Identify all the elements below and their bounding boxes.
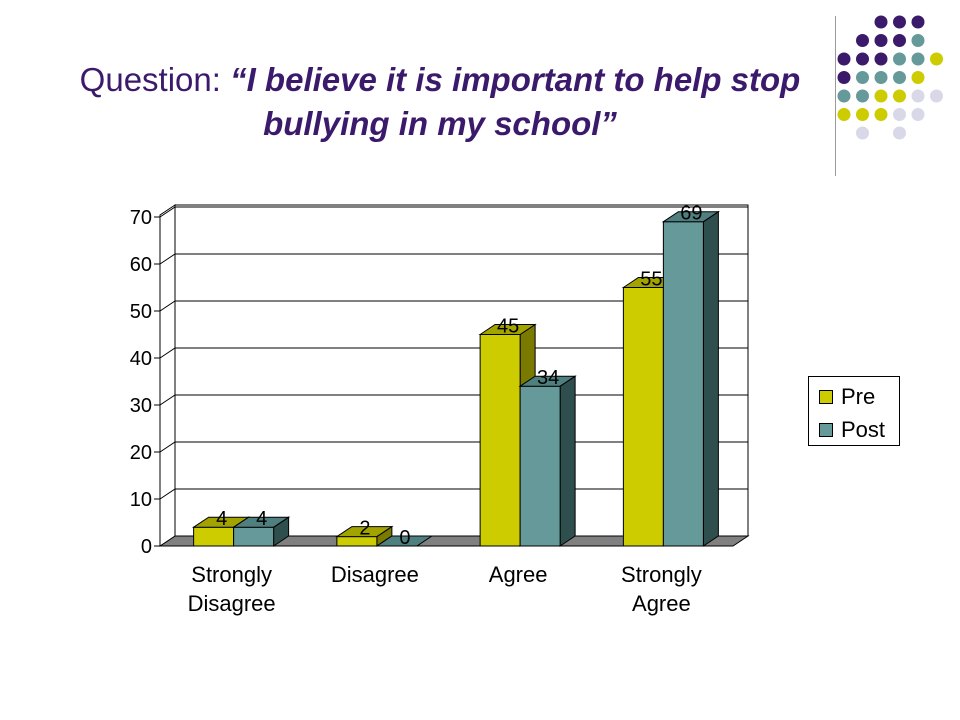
decor-dot [837,52,851,66]
decor-dot [874,89,888,103]
decor-dot [893,15,906,29]
x-tick-label: Agree [489,562,548,587]
bar-pre [336,536,378,547]
gridline [159,206,748,218]
y-tick-label: 10 [130,489,152,511]
decor-dot [874,34,888,47]
y-tick-label: 40 [130,348,152,370]
decor-dot [837,108,851,121]
decor-dot [911,52,925,66]
y-tick-label: 0 [141,536,152,558]
legend-swatch-post [819,423,833,437]
title-quote: “I believe it is important to help stop … [230,61,801,142]
gridline [159,253,748,265]
legend-item-pre: Pre [819,383,875,411]
decor-dot [874,52,888,66]
legend-item-post: Post [819,416,885,444]
decor-dot [911,108,925,121]
data-label: 69 [680,203,702,225]
x-tick-label: Disagree [331,562,419,587]
decor-dot [874,71,888,84]
decor-dot [893,108,906,121]
y-tick-label: 30 [130,395,152,417]
decor-dot [856,89,869,103]
decor-dot [893,126,906,140]
legend-swatch-pre [819,390,833,404]
bar-pre-top [478,324,537,335]
decor-dot [893,52,906,66]
decor-dot [911,15,925,29]
title-prefix: Question: [79,61,231,98]
legend-label-pre: Pre [841,384,876,409]
bar-post-side [702,210,719,547]
chart-legend: Pre Post [808,376,900,446]
bar-pre [479,334,521,547]
bar-post-top [231,516,291,528]
gridline [159,300,748,312]
decor-dot [856,108,869,121]
y-tick-label: 20 [130,442,152,464]
bar-post-side [559,375,576,547]
decor-dot [911,71,925,84]
y-tick-label: 70 [130,207,152,229]
data-label: 4 [216,508,227,530]
data-label: 34 [537,367,559,389]
decor-dot [874,15,888,29]
data-label: 0 [399,527,410,549]
bar-post-top [375,535,434,547]
x-tick-label: Strongly [191,562,272,587]
bar-pre [193,526,235,547]
legend-label-post: Post [841,417,886,442]
bar-post-top [661,211,721,223]
decor-dot [856,126,869,140]
decor-dot [930,52,943,66]
decor-dot [911,34,925,47]
decor-dot [893,89,906,103]
decor-dot [930,89,943,103]
data-label: 2 [359,518,370,540]
gridline [159,347,748,359]
decor-dot [856,52,869,66]
bar-post [519,385,561,547]
title-divider [835,16,836,176]
decor-dot [911,89,925,103]
decor-dot [837,71,851,84]
y-tick-label: 50 [130,301,152,323]
bar-post [662,221,704,547]
y-tick-label: 60 [130,254,152,276]
x-tick-label: Disagree [188,591,276,616]
decor-dot [856,34,869,47]
data-label: 45 [497,316,519,338]
bar-pre-top [335,526,394,538]
slide-title: Question: “I believe it is important to … [40,58,840,146]
decor-dot [856,71,869,84]
data-label: 4 [256,508,267,530]
decor-dot [893,34,906,47]
decor-dot [893,71,906,84]
data-label: 55 [640,269,662,291]
chart-side-wall [159,204,176,547]
bar-post [233,526,275,547]
x-tick-label: Strongly [621,562,702,587]
x-tick-label: Agree [632,591,691,616]
decor-dot [874,108,888,121]
decor-dot [837,89,851,103]
bar-post-top [518,375,577,387]
bar-pre [622,287,664,547]
